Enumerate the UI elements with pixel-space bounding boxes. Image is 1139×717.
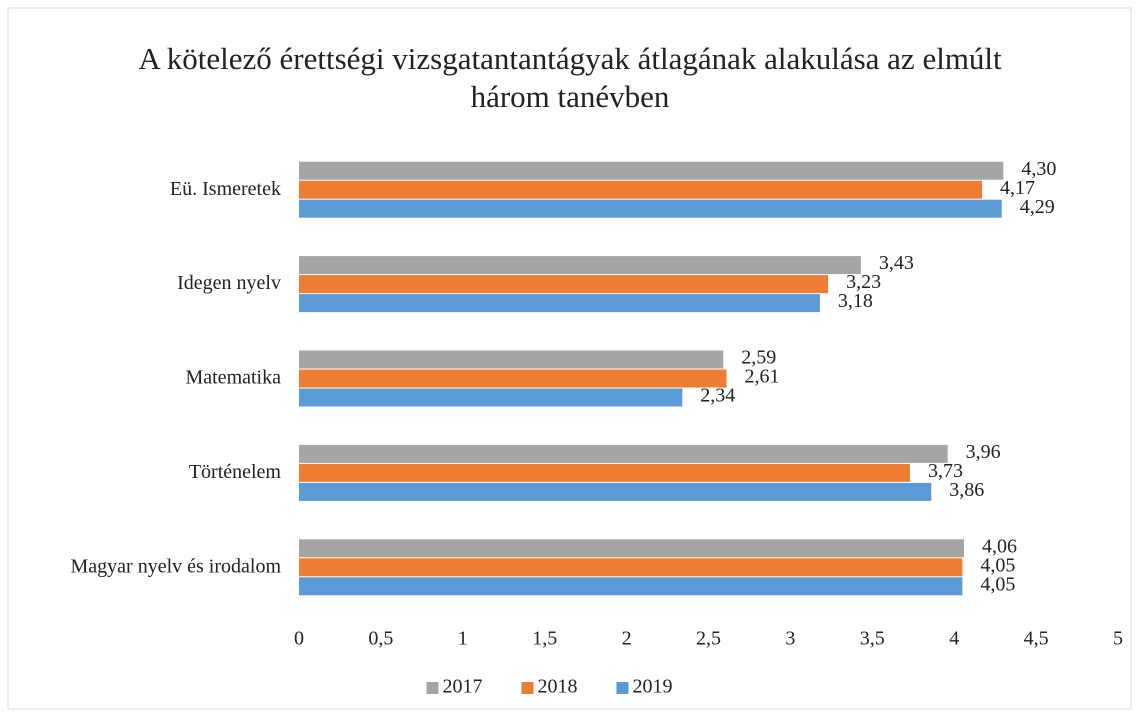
y-tick-label: Eü. Ismeretek — [170, 178, 281, 200]
x-tick-label: 4 — [949, 628, 959, 650]
y-tick-label: Idegen nyelv — [177, 272, 281, 294]
legend-swatch — [616, 682, 629, 694]
data-label: 3,18 — [838, 290, 873, 312]
bar — [299, 539, 965, 558]
bar — [299, 180, 983, 199]
data-label: 4,30 — [1021, 158, 1056, 180]
x-tick-label: 3 — [785, 628, 795, 650]
x-tick-label: 4,5 — [1024, 628, 1049, 650]
bar — [299, 463, 910, 482]
legend-swatch — [426, 682, 439, 694]
x-tick-label: 5 — [1113, 628, 1123, 650]
data-label: 4,05 — [980, 554, 1015, 576]
data-label: 3,43 — [879, 252, 914, 274]
bar — [299, 161, 1004, 180]
data-label: 4,17 — [1000, 177, 1035, 199]
data-label: 4,06 — [982, 535, 1017, 557]
legend-label: 2017 — [443, 676, 483, 698]
legend-label: 2018 — [538, 676, 578, 698]
chart-title: A kötelező érettségi vizsgatantantágyak … — [138, 41, 1002, 114]
bar — [299, 256, 861, 275]
data-label: 3,96 — [966, 441, 1001, 463]
x-tick-label: 1,5 — [532, 628, 557, 650]
bar — [299, 577, 963, 596]
bar — [299, 275, 829, 294]
data-label: 2,61 — [745, 366, 780, 388]
chart-border — [7, 7, 1132, 710]
data-label: 3,86 — [949, 479, 984, 501]
legend-label: 2019 — [633, 676, 673, 698]
bar — [299, 388, 683, 407]
x-tick-label: 3,5 — [860, 628, 885, 650]
bar — [299, 294, 820, 313]
y-tick-label: Magyar nyelv és irodalom — [71, 555, 282, 577]
bar — [299, 482, 932, 501]
y-tick-label: Matematika — [185, 367, 281, 389]
data-label: 4,29 — [1020, 196, 1055, 218]
bar — [299, 199, 1002, 218]
bar — [299, 558, 963, 577]
data-label: 2,34 — [700, 385, 735, 407]
legend-swatch — [521, 682, 534, 694]
bar — [299, 350, 724, 369]
x-tick-label: 1 — [458, 628, 468, 650]
y-tick-label: Történelem — [189, 461, 282, 483]
x-tick-label: 0,5 — [368, 628, 393, 650]
data-label: 2,59 — [741, 347, 776, 369]
x-tick-label: 0 — [294, 628, 304, 650]
data-label: 3,73 — [928, 460, 963, 482]
data-label: 3,23 — [846, 271, 881, 293]
x-tick-label: 2 — [622, 628, 632, 650]
bar — [299, 444, 948, 463]
bar — [299, 369, 727, 388]
x-tick-label: 2,5 — [696, 628, 721, 650]
data-label: 4,05 — [980, 573, 1015, 595]
